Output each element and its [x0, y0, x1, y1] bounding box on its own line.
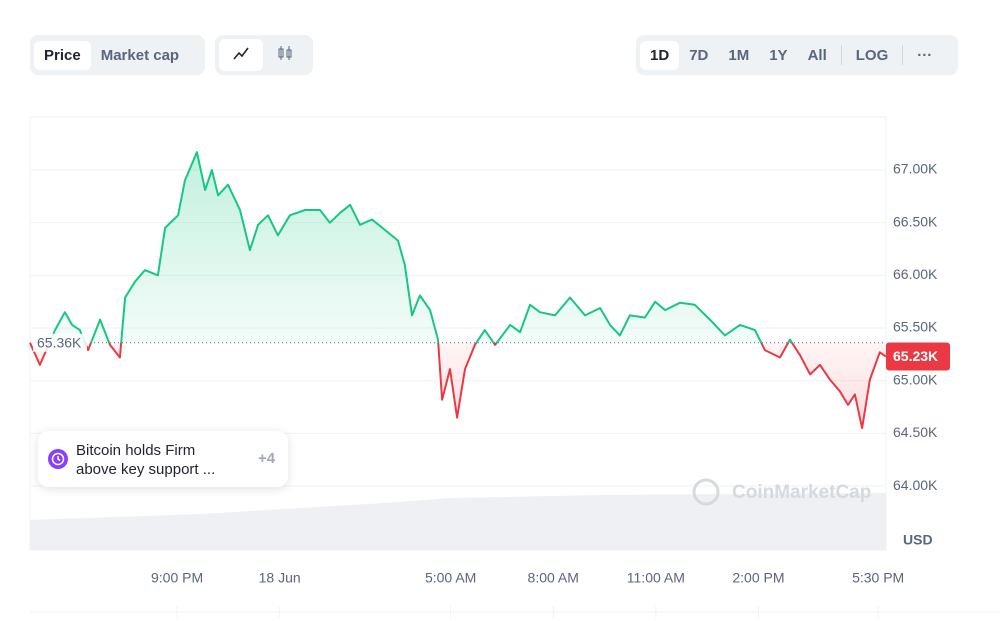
price-line — [29, 151, 887, 430]
news-icon — [48, 449, 68, 469]
x-tick-label: 18 Jun — [259, 570, 301, 586]
x-tick-label: 5:30 PM — [852, 570, 904, 586]
y-tick-label: 66.50K — [893, 213, 938, 229]
icon — [278, 46, 292, 60]
news-count: +4 — [258, 450, 276, 467]
x-tick-label: 5:00 AM — [425, 570, 476, 586]
last-price-label: 65.23K — [893, 348, 938, 364]
y-tick-label: 64.00K — [893, 477, 938, 493]
last-price-tag — [886, 342, 950, 371]
watermark-logo — [692, 478, 720, 506]
candle-icon[interactable] — [263, 39, 307, 71]
separator — [902, 45, 904, 65]
range[interactable]: 1M — [728, 46, 750, 64]
range[interactable]: 1D — [640, 40, 680, 70]
range[interactable]: 1Y — [769, 46, 788, 64]
separator — [840, 45, 842, 65]
more[interactable]: ··· — [917, 46, 933, 64]
tab[interactable]: Market cap — [100, 46, 180, 64]
x-tick-label: 11:00 AM — [627, 570, 685, 586]
y-tick-label: 65.00K — [893, 371, 938, 387]
tab[interactable]: Price — [34, 40, 91, 70]
line-icon[interactable] — [219, 39, 263, 71]
y-axis-label: USD — [903, 532, 933, 548]
volume-area — [30, 493, 886, 550]
y-tick-label: 66.00K — [893, 266, 938, 282]
baseline-label-bg — [33, 333, 87, 352]
x-tick-label: 9:00 PM — [151, 570, 203, 586]
x-tick-label: 2:00 PM — [732, 570, 784, 586]
log-toggle[interactable]: LOG — [855, 46, 889, 64]
chart-type-group — [215, 35, 313, 75]
watermark: CoinMarketCap — [732, 482, 871, 503]
y-tick-label: 67.00K — [893, 161, 938, 177]
news-card[interactable]: Bitcoin holds Firm above key support ...… — [38, 431, 288, 487]
x-tick-label: 8:00 AM — [528, 570, 579, 586]
icon — [233, 47, 249, 60]
baseline-label: 65.36K — [37, 334, 82, 350]
range[interactable]: All — [807, 46, 827, 64]
news-text: Bitcoin holds Firm above key support ... — [76, 442, 216, 478]
price-area — [30, 152, 886, 429]
range[interactable]: 7D — [689, 46, 709, 64]
tab-group: Price Market cap — [30, 35, 205, 75]
range-group: 1D 7D 1M 1Y All LOG ··· — [636, 35, 958, 75]
y-tick-label: 65.50K — [893, 319, 938, 335]
y-tick-label: 64.50K — [893, 424, 938, 440]
